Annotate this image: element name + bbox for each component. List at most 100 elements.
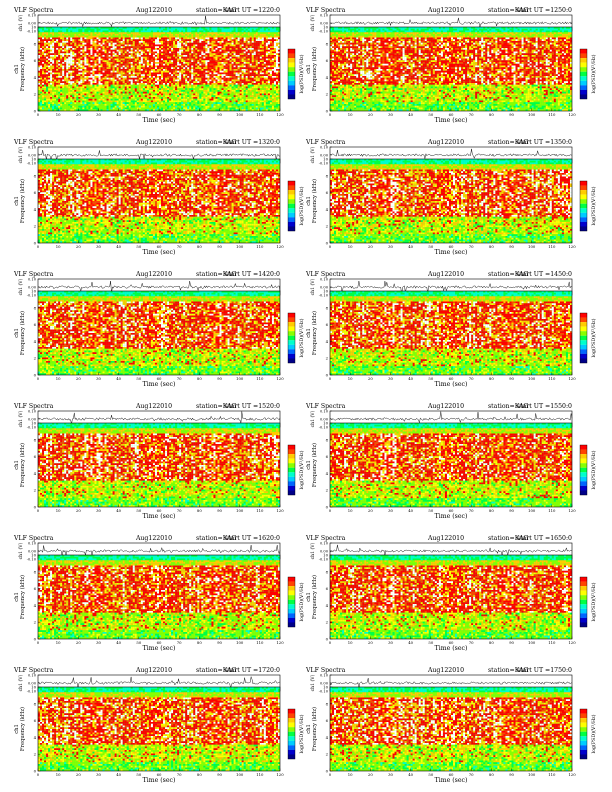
spectrogram-cell (215, 64, 217, 66)
spectrogram-cell (203, 64, 205, 66)
spectrogram-cell (205, 57, 207, 59)
spectrogram-cell (88, 36, 90, 38)
spectrogram-cell (84, 92, 86, 94)
spectrogram-cell (195, 90, 197, 92)
spectrogram-cell (92, 97, 94, 99)
spectrogram-cell (161, 90, 163, 92)
spectrogram-cell (246, 53, 248, 55)
spectrogram-cell (211, 97, 213, 99)
spectrogram-cell (99, 81, 101, 83)
spectrogram-cell (121, 81, 123, 83)
spectrogram-cell (209, 43, 211, 45)
spectrogram-cell (60, 29, 62, 31)
spectrogram-cell (185, 83, 187, 85)
spectrogram-cell (90, 52, 92, 54)
spectrogram-cell (137, 34, 139, 36)
spectrogram-cell (107, 73, 109, 75)
spectrogram-cell (70, 57, 72, 59)
spectrogram-cell (119, 62, 121, 64)
spectrogram-cell (44, 66, 46, 68)
spectrogram-cell (48, 90, 50, 92)
spectrogram-cell (76, 57, 78, 59)
spectrogram-cell (94, 52, 96, 54)
spectrogram-cell (224, 71, 226, 73)
spectrogram-cell (133, 85, 135, 87)
spectrogram-cell (64, 99, 66, 101)
spectrogram-cell (101, 108, 103, 110)
spectrogram-cell (42, 102, 44, 104)
spectrogram-cell (203, 41, 205, 43)
spectrogram-cell (139, 85, 141, 87)
spectrogram-cell (207, 85, 209, 87)
spectrogram-cell (78, 59, 80, 61)
spectrogram-cell (64, 67, 66, 69)
spectrogram-cell (64, 59, 66, 61)
spectrogram-cell (234, 45, 236, 47)
spectrogram-cell (197, 85, 199, 87)
spectrogram-cell (54, 92, 56, 94)
spectrogram-cell (167, 106, 169, 108)
spectrogram-cell (197, 41, 199, 43)
spectrogram-cell (234, 99, 236, 101)
spectrogram-cell (103, 57, 105, 59)
spectrogram-cell (119, 50, 121, 52)
spectrogram-cell (42, 69, 44, 71)
spectrogram-cell (185, 57, 187, 59)
spectrogram-cell (52, 55, 54, 57)
spectrogram-cell (80, 106, 82, 108)
spectrogram-cell (133, 64, 135, 66)
spectrogram-cell (101, 57, 103, 59)
spectrogram-cell (133, 78, 135, 80)
spectrogram-cell (135, 39, 137, 41)
spectrogram-cell (230, 71, 232, 73)
spectrogram-cell (48, 94, 50, 96)
spectrogram-cell (121, 36, 123, 38)
spectrogram-cell (80, 92, 82, 94)
spectrogram-cell (64, 45, 66, 47)
spectrogram-cell (246, 43, 248, 45)
spectrogram-cell (129, 45, 131, 47)
spectrogram-cell (238, 55, 240, 57)
spectrogram-cell (211, 46, 213, 48)
spectrogram-cell (149, 57, 151, 59)
spectrogram-cell (137, 52, 139, 54)
spectrogram-cell (187, 43, 189, 45)
spectrogram-cell (159, 83, 161, 85)
spectrogram-cell (167, 45, 169, 47)
spectrogram-cell (222, 83, 224, 85)
spectrogram-cell (68, 94, 70, 96)
spectrogram-cell (173, 29, 175, 31)
spectrogram-cell (193, 34, 195, 36)
spectrogram-cell (113, 38, 115, 40)
spectrogram-cell (155, 46, 157, 48)
spectrogram-cell (191, 85, 193, 87)
spectrogram-cell (131, 101, 133, 103)
spectrogram-cell (195, 76, 197, 78)
spectrogram-cell (109, 88, 111, 90)
spectrogram-cell (213, 46, 215, 48)
spectrogram-cell (242, 29, 244, 31)
spectrogram-cell (64, 43, 66, 45)
spectrogram-cell (244, 73, 246, 75)
spectrogram-cell (70, 38, 72, 40)
spectrogram-cell (111, 59, 113, 61)
spectrogram-cell (92, 73, 94, 75)
spectrogram-cell (163, 45, 165, 47)
spectrogram-cell (101, 95, 103, 97)
spectrogram-cell (46, 101, 48, 103)
spectrogram-cell (246, 83, 248, 85)
spectrogram-cell (105, 29, 107, 31)
spectrogram-cell (147, 88, 149, 90)
spectrogram-cell (111, 69, 113, 71)
spectrogram-cell (72, 94, 74, 96)
spectrogram-cell (38, 69, 40, 71)
spectrogram-cell (181, 55, 183, 57)
spectrogram-cell (84, 108, 86, 110)
spectrogram-cell (147, 41, 149, 43)
spectrogram-cell (151, 36, 153, 38)
spectrogram-cell (246, 46, 248, 48)
spectrogram-cell (74, 64, 76, 66)
spectrogram-cell (68, 66, 70, 68)
spectrogram-cell (187, 90, 189, 92)
spectrogram-cell (54, 108, 56, 110)
